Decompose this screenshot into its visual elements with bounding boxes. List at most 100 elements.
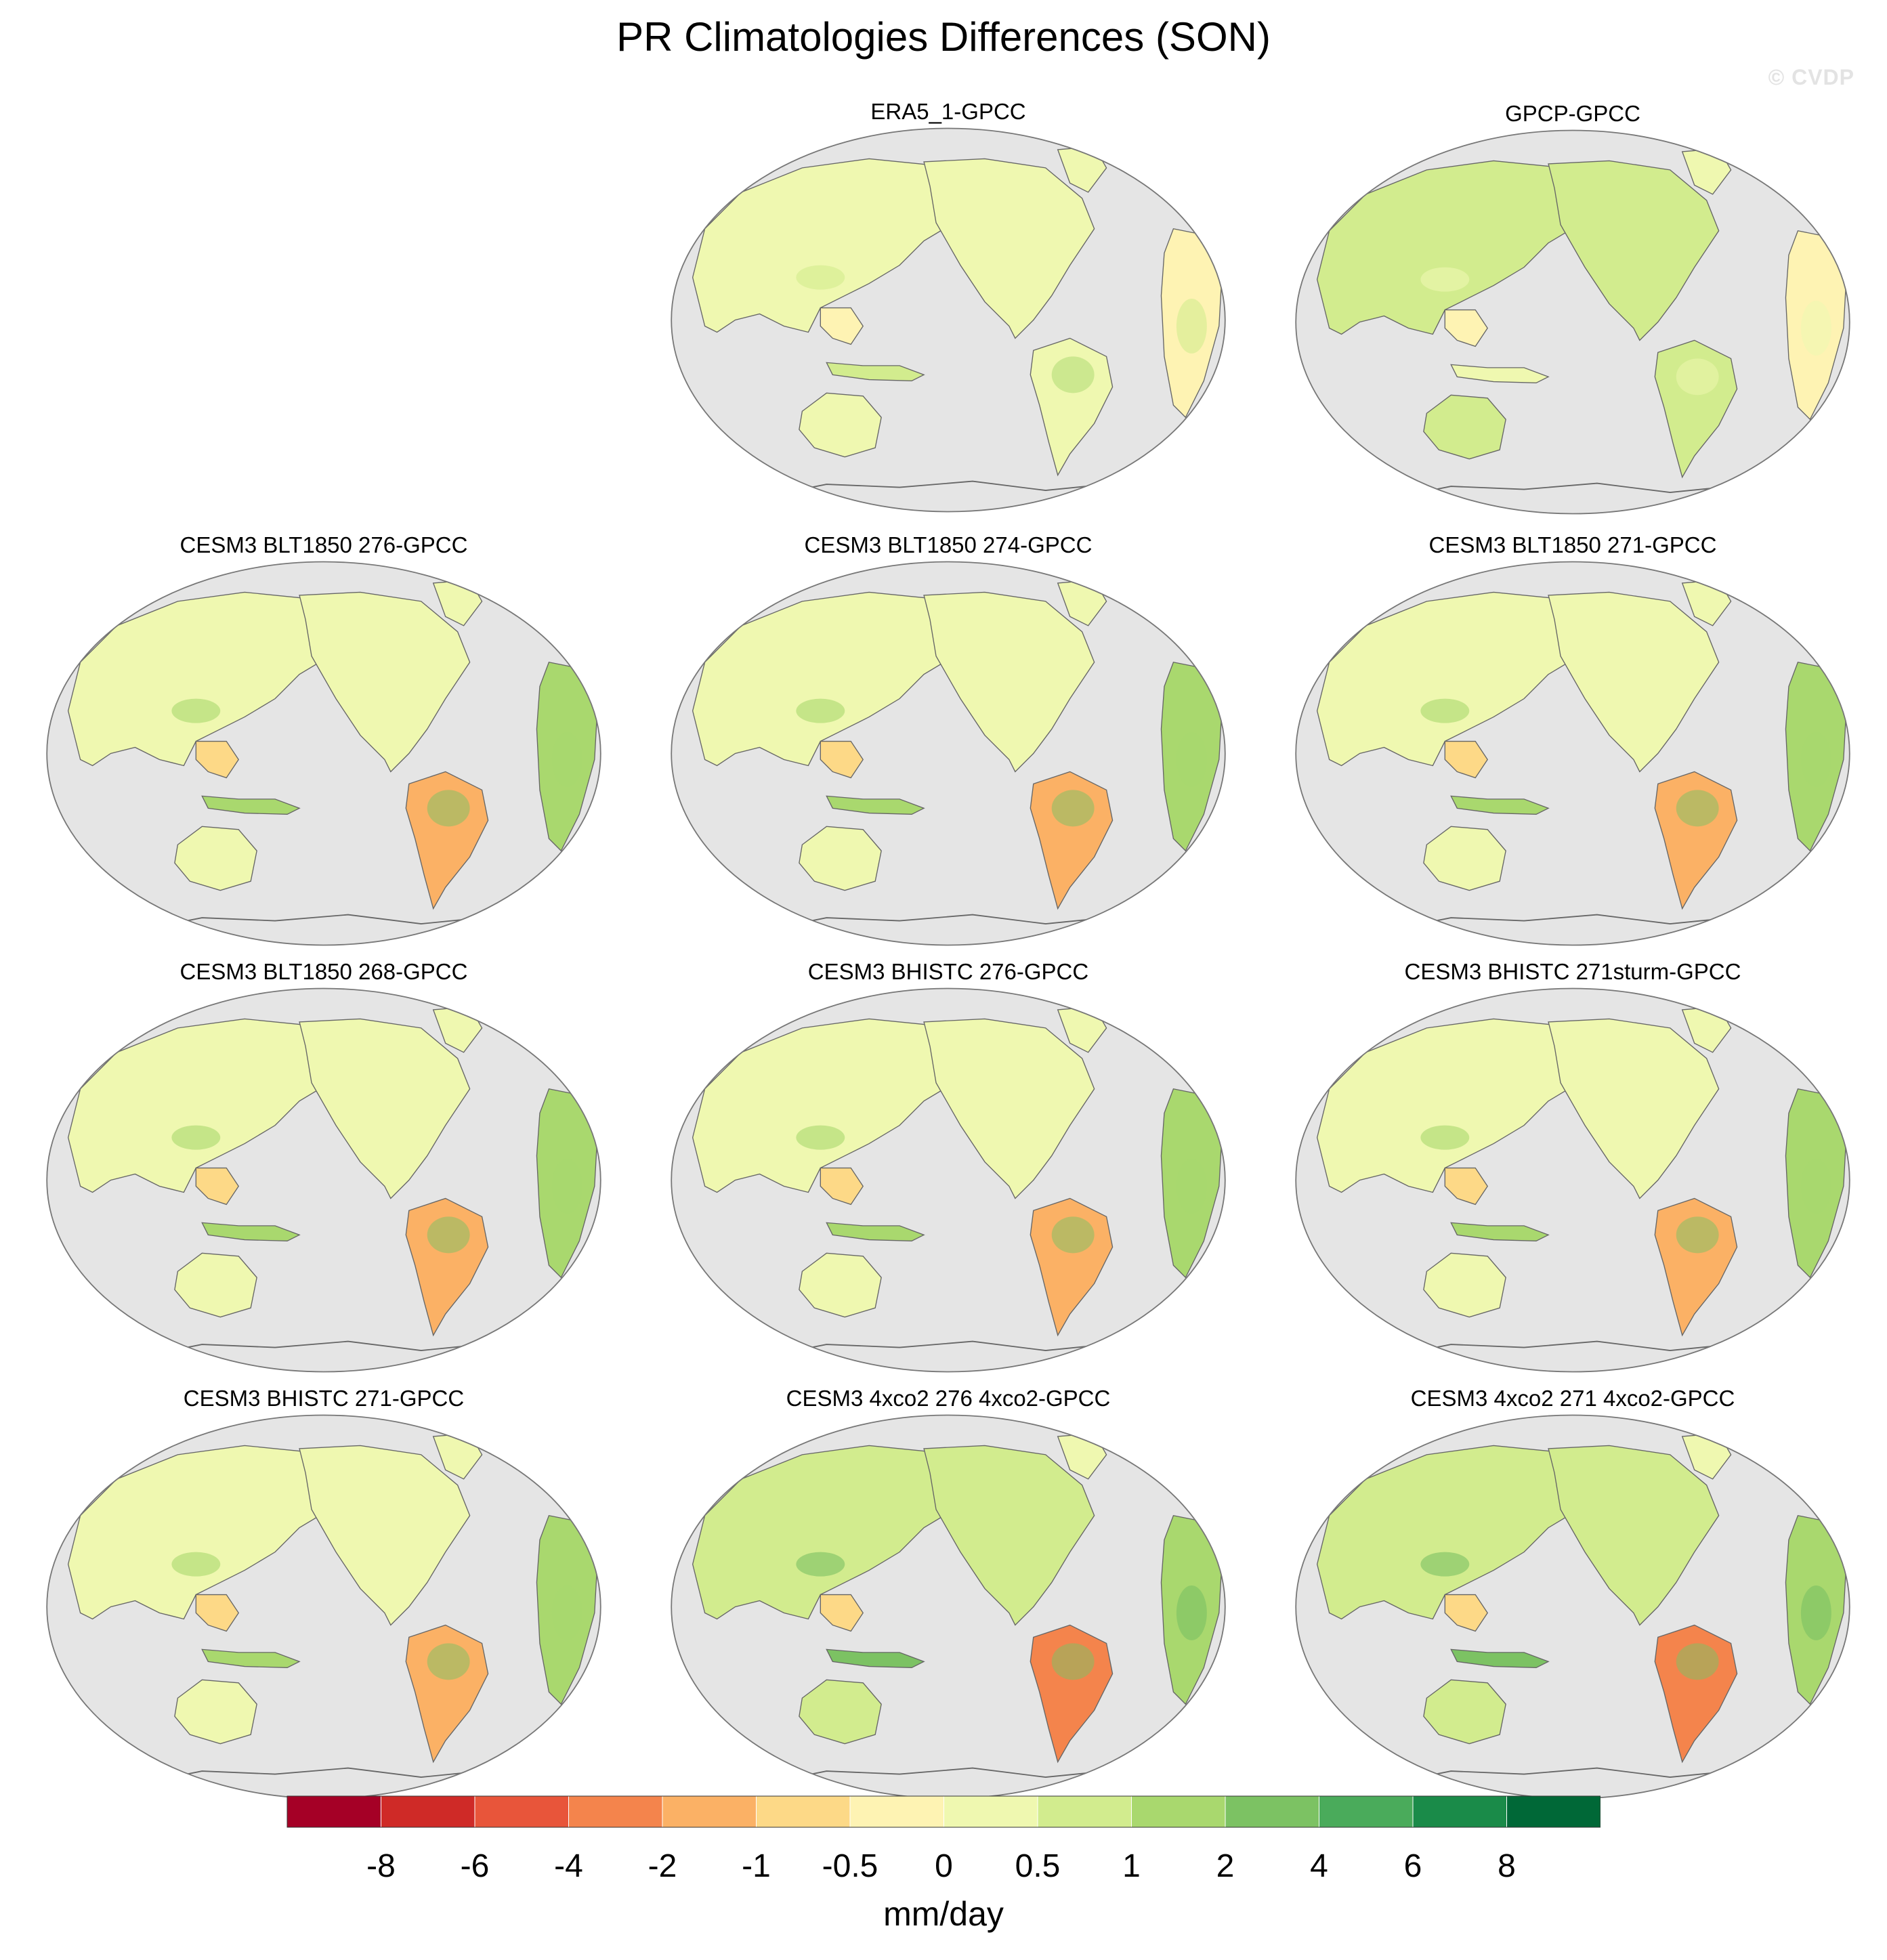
colorbar-box [849, 1795, 944, 1828]
namerica-land [923, 1018, 1095, 1199]
seasia-land [1444, 1167, 1489, 1206]
namerica-land [299, 591, 471, 773]
seasia-land [1444, 740, 1489, 779]
asia-anomaly [1420, 698, 1470, 723]
africa-anomaly [1176, 1585, 1207, 1640]
asia-anomaly [796, 265, 845, 290]
namerica-land [1548, 591, 1720, 773]
australia-land [799, 1679, 882, 1745]
asia-anomaly [171, 1125, 221, 1150]
amazon-anomaly [427, 790, 470, 827]
colorbar-tick-label: 1 [1122, 1848, 1141, 1884]
colorbar-units: mm/day [883, 1895, 1004, 1933]
colorbar-tick-label: 8 [1498, 1848, 1516, 1884]
colorbar-box [662, 1795, 757, 1828]
colorbar-box [1506, 1795, 1600, 1828]
panel-title: CESM3 4xco2 271 4xco2-GPCC [1410, 1386, 1735, 1411]
map-panel: CESM3 BLT1850 271-GPCC [1261, 532, 1884, 952]
australia-land [1423, 394, 1506, 460]
colorbar-box [1037, 1795, 1132, 1828]
indo-land [826, 362, 925, 382]
colorbar-tick-label: 6 [1403, 1848, 1422, 1884]
page-title: PR Climatologies Differences (SON) [616, 14, 1271, 60]
australia-land [1423, 1679, 1506, 1745]
amazon-anomaly [1051, 356, 1095, 393]
asia-anomaly [1420, 1552, 1470, 1577]
map-panel: CESM3 BLT1850 274-GPCC [637, 532, 1260, 952]
panel-title: CESM3 BHISTC 271-GPCC [183, 1386, 465, 1411]
seasia-land [1444, 309, 1489, 347]
namerica-land [923, 591, 1095, 773]
colorbar-tick-label: 2 [1216, 1848, 1235, 1884]
colorbar-tick-label: -8 [366, 1848, 396, 1884]
panel-title: CESM3 BLT1850 276-GPCC [179, 532, 468, 557]
colorbar-box [1412, 1795, 1507, 1828]
colorbar [287, 1795, 1600, 1828]
seasia-land [820, 740, 864, 779]
world-map [1295, 1414, 1850, 1799]
map-panel: GPCP-GPCC [1261, 100, 1884, 520]
map-panel: CESM3 4xco2 271 4xco2-GPCC [1261, 1385, 1884, 1805]
colorbar-box [1319, 1795, 1414, 1828]
indo-land [826, 1222, 925, 1242]
australia-land [1423, 1252, 1506, 1318]
africa-anomaly [1800, 1159, 1831, 1214]
namerica-land [923, 158, 1095, 339]
colorbar-box [381, 1795, 475, 1828]
colorbar-tick-label: -2 [648, 1848, 677, 1884]
panel-title: CESM3 BLT1850 271-GPCC [1428, 532, 1717, 557]
colorbar-tick-label: 4 [1310, 1848, 1328, 1884]
africa-anomaly [1176, 732, 1207, 787]
seasia-land [195, 740, 240, 779]
namerica-land [299, 1018, 471, 1199]
africa-anomaly [1800, 1585, 1831, 1640]
amazon-anomaly [1676, 1216, 1719, 1254]
panel-title: ERA5_1-GPCC [870, 99, 1026, 124]
indo-land [1450, 795, 1550, 815]
australia-land [799, 1252, 882, 1318]
map-panel: CESM3 BHISTC 271sturm-GPCC [1261, 958, 1884, 1378]
asia-anomaly [171, 698, 221, 723]
world-map [671, 987, 1226, 1373]
amazon-anomaly [1051, 1643, 1095, 1680]
australia-land [174, 826, 257, 891]
africa-anomaly [1800, 732, 1831, 787]
world-map [671, 1414, 1226, 1799]
world-map [671, 561, 1226, 946]
map-border [1295, 129, 1850, 515]
colorbar-box [944, 1795, 1038, 1828]
cvdp-credit: © CVDP [1768, 65, 1854, 89]
panel-title: CESM3 BLT1850 274-GPCC [804, 532, 1093, 557]
amazon-anomaly [1676, 358, 1719, 396]
map-border [671, 561, 1226, 946]
map-panel: CESM3 4xco2 276 4xco2-GPCC [637, 1385, 1260, 1805]
colorbar-tick-label: 0 [935, 1848, 953, 1884]
australia-land [799, 392, 882, 458]
australia-land [1423, 826, 1506, 891]
seasia-land [1444, 1594, 1489, 1632]
map-border [46, 987, 601, 1373]
australia-land [174, 1252, 257, 1318]
asia-anomaly [796, 698, 845, 723]
seasia-land [195, 1594, 240, 1632]
asia-anomaly [1420, 1125, 1470, 1150]
colorbar-tick-label: -1 [742, 1848, 771, 1884]
africa-anomaly [551, 732, 582, 787]
colorbar-box [474, 1795, 569, 1828]
africa-anomaly [551, 1585, 582, 1640]
amazon-anomaly [427, 1216, 470, 1254]
indo-land [1450, 1222, 1550, 1242]
map-border [671, 127, 1226, 513]
africa-anomaly [551, 1159, 582, 1214]
world-map [46, 987, 601, 1373]
map-border [671, 987, 1226, 1373]
asia-anomaly [796, 1125, 845, 1150]
seasia-land [820, 1167, 864, 1206]
panel-title: CESM3 4xco2 276 4xco2-GPCC [786, 1386, 1111, 1411]
map-border [1295, 987, 1850, 1373]
asia-anomaly [1420, 267, 1470, 292]
amazon-anomaly [1676, 790, 1719, 827]
colorbar-tick-label: -4 [554, 1848, 583, 1884]
amazon-anomaly [427, 1643, 470, 1680]
indo-land [1450, 1648, 1550, 1669]
